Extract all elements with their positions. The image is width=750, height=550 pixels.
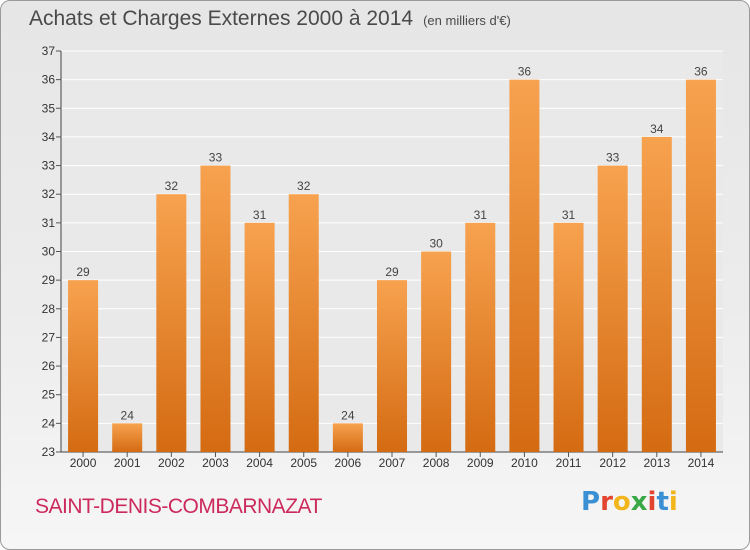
bar: [156, 194, 187, 452]
bar: [200, 165, 231, 453]
x-tick-label: 2010: [511, 456, 538, 470]
logo-letter: x: [630, 487, 648, 517]
bar: [465, 222, 496, 452]
logo-letter: i: [668, 487, 678, 517]
proxiti-logo: Proxiti: [581, 487, 678, 517]
logo-letter: i: [647, 487, 657, 517]
x-tick-label: 2008: [423, 456, 450, 470]
data-label: 24: [341, 408, 355, 422]
y-tick-label: 25: [42, 388, 56, 402]
bar: [244, 222, 275, 452]
x-tick-label: 2014: [688, 456, 715, 470]
data-label: 29: [76, 265, 90, 279]
bar: [288, 194, 319, 452]
data-label: 24: [121, 408, 135, 422]
bar: [332, 423, 363, 452]
data-label: 36: [518, 65, 532, 79]
x-tick-label: 2012: [599, 456, 626, 470]
x-tick-label: 2009: [467, 456, 494, 470]
y-tick-label: 24: [42, 416, 56, 430]
bar: [641, 136, 672, 452]
bar: [112, 423, 143, 452]
x-tick-label: 2000: [70, 456, 97, 470]
y-tick-label: 27: [42, 330, 56, 344]
y-tick-label: 34: [42, 130, 56, 144]
logo-letter: o: [612, 487, 631, 517]
bar: [685, 79, 716, 453]
data-label: 32: [165, 179, 179, 193]
x-tick-label: 2004: [246, 456, 273, 470]
chart-title-text: Achats et Charges Externes 2000 à 2014: [29, 7, 414, 30]
chart-subtitle: (en milliers d'€): [423, 13, 511, 28]
data-label: 34: [650, 122, 664, 136]
bar: [553, 222, 584, 452]
y-tick-label: 32: [42, 187, 56, 201]
data-label: 33: [606, 151, 620, 165]
y-tick-label: 36: [42, 73, 56, 87]
x-tick-label: 2013: [643, 456, 670, 470]
x-tick-label: 2001: [114, 456, 141, 470]
data-label: 31: [474, 208, 488, 222]
data-label: 36: [694, 65, 708, 79]
data-label: 29: [385, 265, 399, 279]
chart-title: Achats et Charges Externes 2000 à 2014 (e…: [29, 7, 511, 31]
bar: [509, 79, 540, 453]
x-tick-label: 2002: [158, 456, 185, 470]
data-label: 30: [429, 237, 443, 251]
x-tick-label: 2003: [202, 456, 229, 470]
logo-letter: t: [656, 487, 669, 517]
x-tick-label: 2005: [290, 456, 317, 470]
y-tick-label: 29: [42, 273, 56, 287]
y-tick-label: 23: [42, 445, 56, 459]
bar: [68, 280, 99, 452]
y-tick-label: 33: [42, 159, 56, 173]
commune-name: SAINT-DENIS-COMBARNAZAT: [35, 495, 322, 518]
y-tick-label: 37: [42, 44, 56, 58]
data-label: 33: [209, 151, 223, 165]
x-tick-label: 2011: [556, 456, 582, 470]
y-tick-label: 26: [42, 359, 56, 373]
logo-letter: r: [600, 487, 613, 517]
data-label: 31: [253, 208, 267, 222]
logo-letter: P: [581, 487, 601, 517]
y-tick-label: 35: [42, 101, 56, 115]
bar: [376, 280, 408, 452]
bar: [421, 251, 452, 452]
y-tick-label: 30: [42, 245, 56, 259]
bar: [597, 165, 628, 453]
x-tick-label: 2007: [379, 456, 406, 470]
data-label: 32: [297, 179, 311, 193]
y-tick-label: 31: [42, 216, 56, 230]
data-label: 31: [562, 208, 576, 222]
y-tick-label: 28: [42, 302, 56, 316]
x-tick-label: 2006: [335, 456, 362, 470]
